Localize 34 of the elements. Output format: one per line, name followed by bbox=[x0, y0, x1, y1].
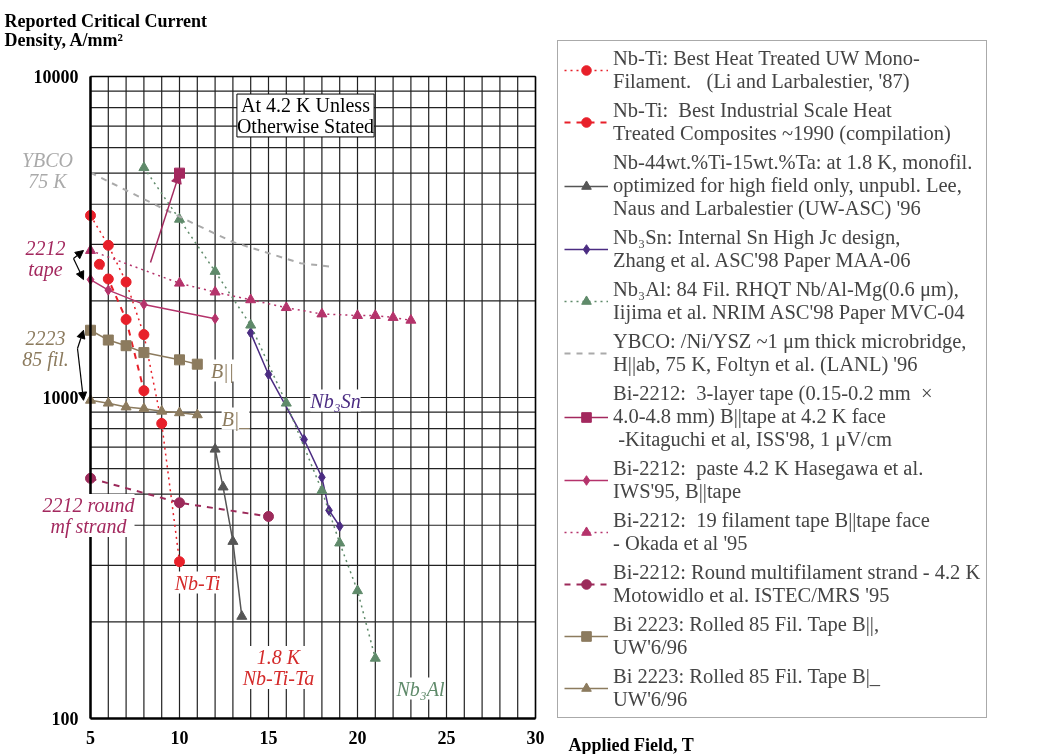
legend-label: Nb₃Al: 84 Fil. RHQT Nb/Al-Mg(0.6 μm), Iijima et al. NRIM ASC'98 Paper MVC-04 bbox=[613, 278, 965, 324]
chart-title: Reported Critical Current Density, A/mm² bbox=[4, 10, 208, 50]
annotation: B|| bbox=[210, 359, 235, 383]
x-tick-label: 30 bbox=[526, 727, 545, 748]
legend-label: Nb-Ti: Best Heat Treated UW Mono- Filament. (Li and Larbalestier, '87) bbox=[613, 47, 920, 93]
annotation: B|_ bbox=[221, 407, 251, 431]
legend-label: Nb-Ti: Best Industrial Scale Heat Treated Composites ~1990 (compilation) bbox=[613, 99, 951, 145]
legend-label: Bi-2212: 3-layer tape (0.15-0.2 mm × 4.0-4.8 mm) B||tape at 4.2 K face -Kitaguchi et al, ISS'98, 1 μV/cm bbox=[613, 382, 933, 451]
legend-label: Bi-2212: 19 filament tape B||tape face - Okada et al '95 bbox=[613, 509, 930, 555]
annotation: 2212 tape bbox=[25, 237, 66, 281]
x-tick-label: 20 bbox=[348, 727, 367, 748]
legend-label: Bi-2212: paste 4.2 K Hasegawa et al. IWS'95, B||tape bbox=[613, 457, 924, 503]
annotation: Nb₃Al bbox=[395, 677, 445, 700]
text: YBCO 75 K bbox=[21, 149, 74, 192]
x-tick-label: 5 bbox=[86, 727, 95, 748]
legend-label: Nb-44wt.%Ti-15wt.%Ta: at 1.8 K, monofil. optimized for high field only, unpubl. Lee, Naus and Larbalestier (UW-ASC) '96 bbox=[613, 151, 973, 220]
y-tick-label: 10000 bbox=[33, 67, 79, 87]
legend-label: Bi 2223: Rolled 85 Fil. Tape B||, UW'6/96 bbox=[613, 613, 880, 659]
legend-label: Bi-2212: Round multifilament strand - 4.2 K Motowidlo et al. ISTEC/MRS '95 bbox=[613, 561, 981, 607]
x-axis-title: Applied Field, T bbox=[568, 734, 694, 754]
annotation: 1.8 K Nb-Ti-Ta bbox=[241, 646, 315, 689]
legend-label: Nb₃Sn: Internal Sn High Jc design, Zhang et al. ASC'98 Paper MAA-06 bbox=[613, 226, 911, 272]
y-tick-label: 100 bbox=[51, 709, 79, 729]
y-tick-label: 1000 bbox=[42, 388, 79, 408]
legend-label: YBCO: /Ni/YSZ ~1 μm thick microbridge, H||ab, 75 K, Foltyn et al. (LANL) '96 bbox=[613, 330, 967, 376]
x-tick-label: 15 bbox=[259, 727, 278, 748]
annotation: Nb₃Sn bbox=[309, 389, 361, 412]
annotation: 2212 round mf strand bbox=[42, 494, 136, 538]
legend-label: Bi 2223: Rolled 85 Fil. Tape B|_ UW'6/96 bbox=[613, 665, 881, 711]
x-tick-label: 10 bbox=[170, 727, 189, 748]
annotation: 2223 85 fil. bbox=[22, 327, 69, 371]
x-tick-label: 25 bbox=[437, 727, 456, 748]
annotation: At 4.2 K Unless Otherwise Stated bbox=[236, 94, 375, 137]
annotation: Nb-Ti bbox=[173, 571, 221, 594]
